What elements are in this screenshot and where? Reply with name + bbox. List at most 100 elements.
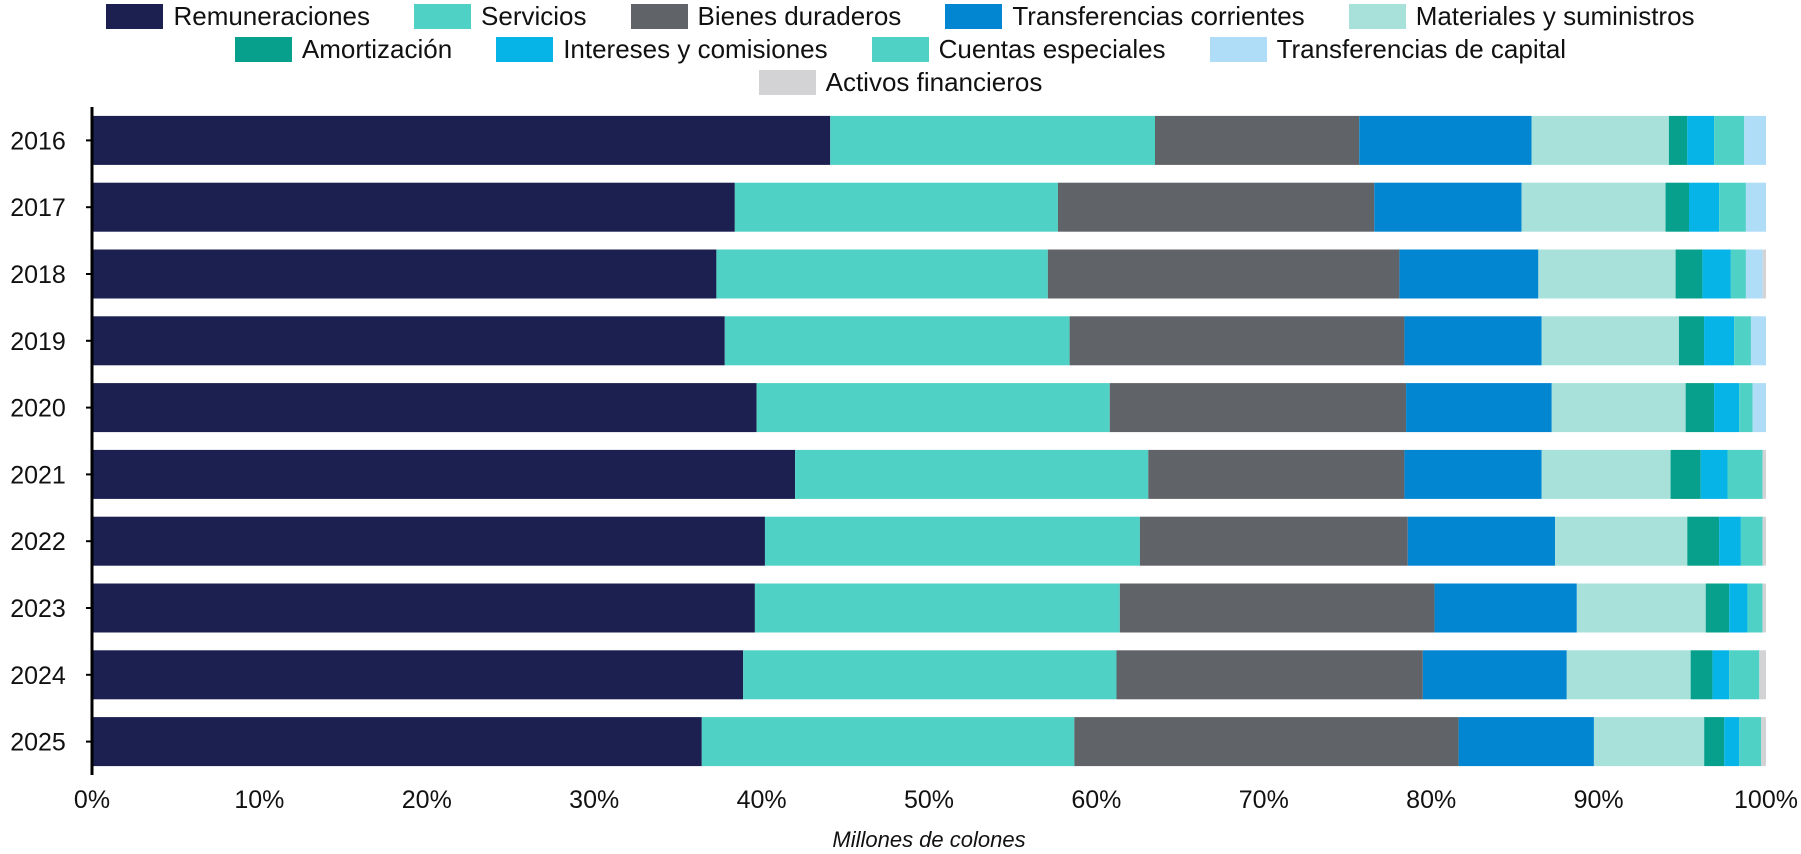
bar-segment: [1714, 115, 1745, 165]
legend-label: Materiales y suministros: [1415, 1, 1695, 31]
y-tick-label: 2024: [10, 662, 66, 690]
bar-segment: [1406, 383, 1552, 433]
bar-segment: [1752, 383, 1766, 433]
bar-segment: [1458, 717, 1594, 767]
bar-segment: [1685, 383, 1715, 433]
legend-item: Activos financieros: [758, 67, 1043, 98]
y-tick-label: 2019: [10, 328, 66, 356]
y-tick-label: 2018: [10, 261, 66, 289]
bar-segment: [1551, 383, 1686, 433]
bar-segment: [1760, 717, 1766, 767]
bar-segment: [1689, 182, 1720, 232]
bars: [92, 115, 1766, 767]
legend-item: Remuneraciones: [106, 1, 370, 32]
bar-segment: [92, 115, 831, 165]
legend-label: Transferencias corrientes: [1012, 1, 1305, 31]
legend-swatch: [945, 4, 1003, 29]
legend-label: Activos financieros: [825, 67, 1043, 97]
legend-swatch: [414, 4, 472, 29]
legend-label: Remuneraciones: [173, 1, 371, 31]
bar-segment: [1593, 717, 1705, 767]
x-tick-label: 40%: [737, 786, 787, 814]
bar-segment: [92, 717, 702, 767]
bar-segment: [1404, 316, 1542, 366]
x-tick-label: 100%: [1734, 786, 1798, 814]
bar-segment: [1538, 249, 1676, 299]
legend-row: Remuneraciones Servicios Bienes duraderos T…: [0, 0, 1801, 33]
bar-segment: [92, 650, 744, 700]
legend-item: Transferencias corrientes: [945, 1, 1305, 32]
bar-segment: [1714, 383, 1740, 433]
bar-segment: [1116, 650, 1423, 700]
legend-swatch: [871, 37, 929, 62]
bar-segment: [1576, 583, 1706, 633]
x-tick-label: 60%: [1071, 786, 1121, 814]
bar-segment: [1074, 717, 1459, 767]
bar-segment: [1762, 249, 1766, 299]
x-tick-label: 80%: [1406, 786, 1456, 814]
legend-label: Servicios: [481, 1, 587, 31]
bar-segment: [1566, 650, 1691, 700]
bar-segment: [1750, 316, 1766, 366]
bar-segment: [92, 249, 717, 299]
bar-segment: [1759, 650, 1766, 700]
bar-segment: [1739, 383, 1753, 433]
bar-segment: [743, 650, 1117, 700]
legend: Remuneraciones Servicios Bienes duraderos T…: [0, 0, 1801, 99]
bar-segment: [1374, 182, 1522, 232]
bar-segment: [92, 182, 735, 232]
bar-segment: [1119, 583, 1435, 633]
legend-row: Amortización Intereses y comisiones Cuenta…: [0, 33, 1801, 66]
bar-segment: [1744, 115, 1766, 165]
bar-segment: [1555, 516, 1688, 566]
bar-segment: [1541, 449, 1671, 499]
bar-segment: [92, 583, 755, 633]
bar-segment: [1719, 182, 1746, 232]
x-tick-label: 70%: [1239, 786, 1289, 814]
bar-segment: [1690, 650, 1713, 700]
legend-item: Servicios: [414, 1, 587, 32]
legend-label: Cuentas especiales: [938, 34, 1166, 64]
legend-label: Bienes duraderos: [697, 1, 902, 31]
bar-segment: [716, 249, 1048, 299]
bar-segment: [724, 316, 1070, 366]
y-tick-label: 2025: [10, 729, 66, 757]
bar-segment: [1724, 717, 1740, 767]
bar-segment: [1705, 583, 1730, 633]
legend-item: Cuentas especiales: [871, 34, 1166, 65]
bar-segment: [1727, 449, 1763, 499]
x-axis-title: Millones de colones: [832, 827, 1025, 852]
bar-segment: [1740, 516, 1763, 566]
bar-segment: [1541, 316, 1679, 366]
bar-segment: [1531, 115, 1669, 165]
bar-segment: [701, 717, 1075, 767]
bar-segment: [1762, 449, 1766, 499]
bar-segment: [764, 516, 1140, 566]
legend-swatch: [234, 37, 292, 62]
legend-label: Intereses y comisiones: [563, 34, 828, 64]
bar-segment: [1139, 516, 1408, 566]
bar-segment: [734, 182, 1058, 232]
bar-segment: [1745, 182, 1766, 232]
bar-segment: [1148, 449, 1405, 499]
legend-swatch: [630, 4, 688, 29]
bar-segment: [1747, 583, 1763, 633]
bar-segment: [1700, 449, 1728, 499]
bar-segment: [1687, 516, 1720, 566]
bar-segment: [92, 516, 765, 566]
bar-segment: [1675, 249, 1703, 299]
legend-item: Transferencias de capital: [1209, 34, 1566, 65]
bar-segment: [1521, 182, 1666, 232]
bar-segment: [1704, 717, 1725, 767]
bar-segment: [1422, 650, 1567, 700]
bar-segment: [1687, 115, 1715, 165]
bar-segment: [92, 449, 796, 499]
y-tick-label: 2022: [10, 528, 66, 556]
legend-swatch: [1348, 4, 1406, 29]
bar-segment: [1359, 115, 1532, 165]
legend-label: Amortización: [301, 34, 453, 64]
legend-swatch: [758, 70, 816, 95]
legend-item: Amortización: [234, 34, 453, 65]
legend-item: Materiales y suministros: [1348, 1, 1695, 32]
bar-segment: [1719, 516, 1741, 566]
